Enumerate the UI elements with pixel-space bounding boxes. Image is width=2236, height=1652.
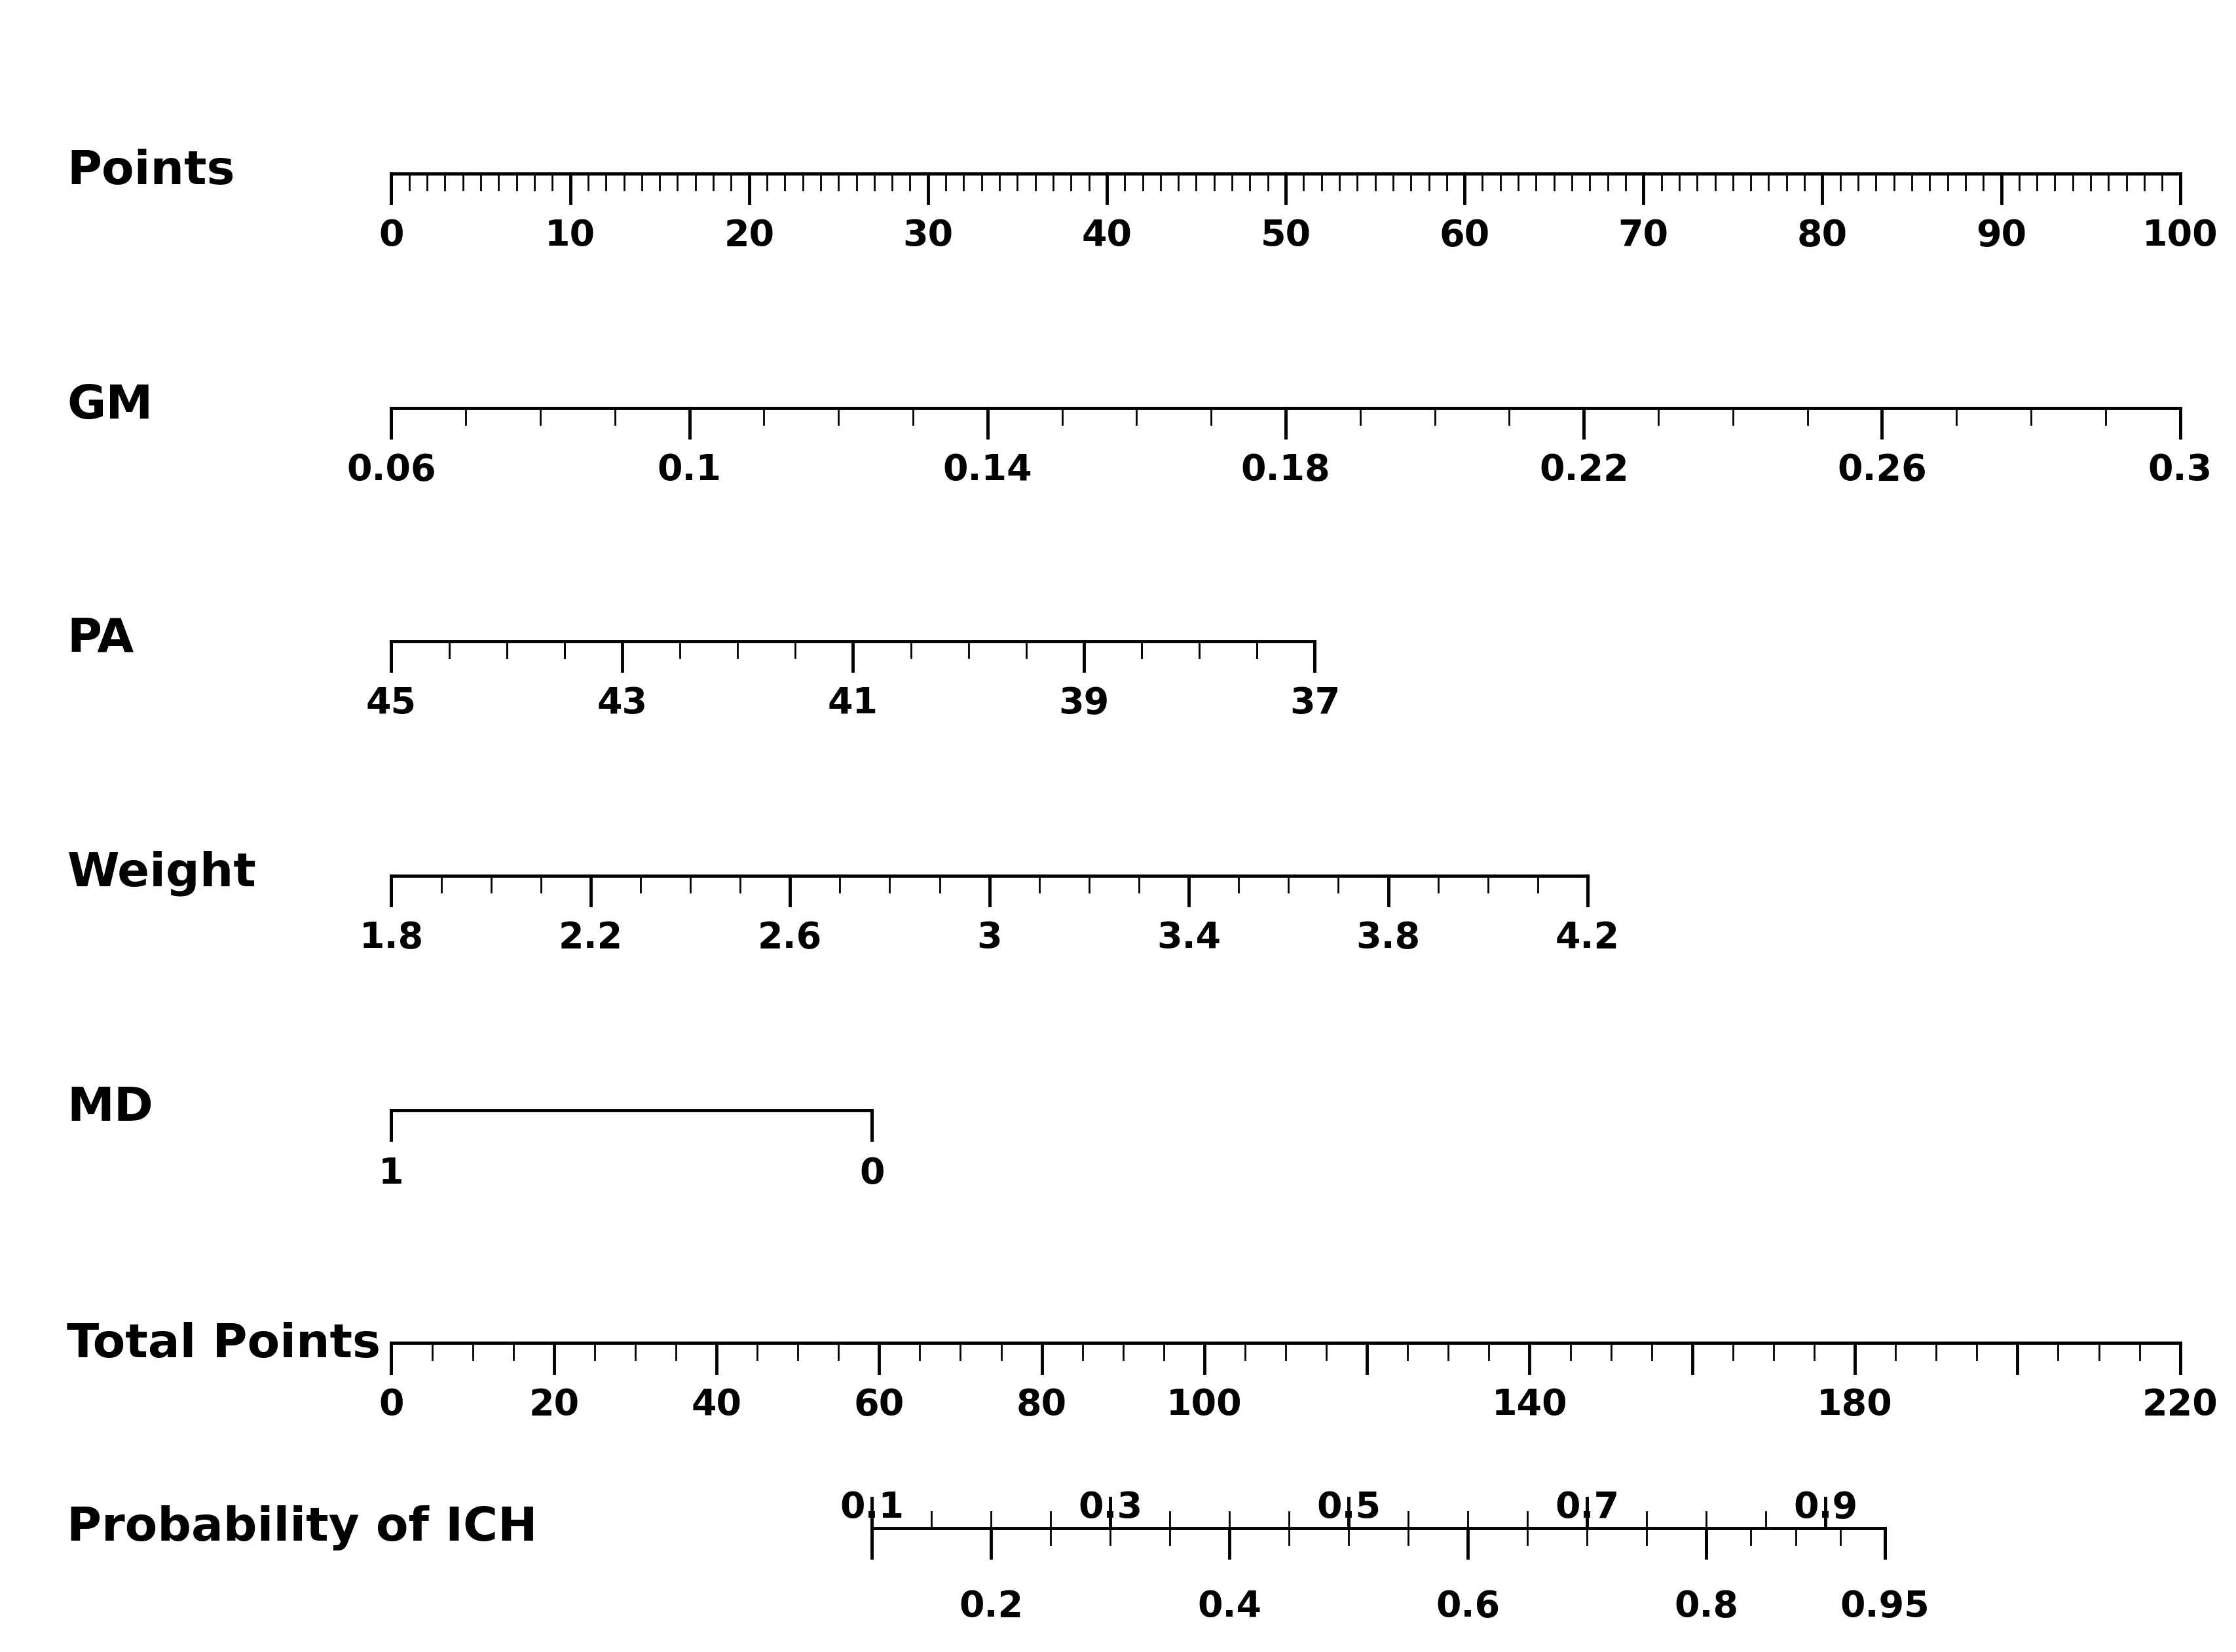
Text: 0.4: 0.4	[1198, 1589, 1261, 1624]
Text: 0.7: 0.7	[1554, 1490, 1619, 1525]
Text: Probability of ICH: Probability of ICH	[67, 1505, 537, 1551]
Text: 60: 60	[1440, 218, 1489, 253]
Text: 0: 0	[378, 218, 405, 253]
Text: 0: 0	[859, 1156, 885, 1191]
Text: 0.95: 0.95	[1840, 1589, 1930, 1624]
Text: 100: 100	[2142, 218, 2218, 253]
Text: 60: 60	[854, 1388, 903, 1422]
Text: 0.06: 0.06	[347, 453, 436, 487]
Text: 70: 70	[1619, 218, 1668, 253]
Text: 3.4: 3.4	[1156, 920, 1221, 955]
Text: PA: PA	[67, 616, 134, 661]
Text: 0.3: 0.3	[2149, 453, 2211, 487]
Text: 80: 80	[1798, 218, 1847, 253]
Text: 40: 40	[691, 1388, 742, 1422]
Text: 20: 20	[724, 218, 774, 253]
Text: 1: 1	[378, 1156, 405, 1191]
Text: 0.6: 0.6	[1436, 1589, 1500, 1624]
Text: 0.22: 0.22	[1538, 453, 1628, 487]
Text: 0.18: 0.18	[1241, 453, 1330, 487]
Text: MD: MD	[67, 1085, 154, 1130]
Text: 0.9: 0.9	[1793, 1490, 1858, 1525]
Text: 0.3: 0.3	[1078, 1490, 1143, 1525]
Text: 0.5: 0.5	[1317, 1490, 1382, 1525]
Text: 2.6: 2.6	[758, 920, 823, 955]
Text: Points: Points	[67, 149, 235, 193]
Text: 0.26: 0.26	[1838, 453, 1927, 487]
Text: 30: 30	[903, 218, 953, 253]
Text: 20: 20	[528, 1388, 579, 1422]
Text: 4.2: 4.2	[1556, 920, 1619, 955]
Text: 0.1: 0.1	[841, 1490, 903, 1525]
Text: Total Points: Total Points	[67, 1322, 380, 1366]
Text: 43: 43	[597, 686, 648, 720]
Text: 180: 180	[1818, 1388, 1892, 1422]
Text: 40: 40	[1082, 218, 1131, 253]
Text: 0.8: 0.8	[1675, 1589, 1737, 1624]
Text: GM: GM	[67, 383, 152, 428]
Text: 50: 50	[1261, 218, 1310, 253]
Text: 3: 3	[977, 920, 1002, 955]
Text: 37: 37	[1290, 686, 1339, 720]
Text: 80: 80	[1017, 1388, 1067, 1422]
Text: 0: 0	[378, 1388, 405, 1422]
Text: 1.8: 1.8	[360, 920, 423, 955]
Text: 10: 10	[546, 218, 595, 253]
Text: 41: 41	[827, 686, 879, 720]
Text: Weight: Weight	[67, 851, 257, 897]
Text: 3.8: 3.8	[1355, 920, 1420, 955]
Text: 0.1: 0.1	[657, 453, 722, 487]
Text: 0.14: 0.14	[944, 453, 1033, 487]
Text: 220: 220	[2142, 1388, 2218, 1422]
Text: 39: 39	[1058, 686, 1109, 720]
Text: 90: 90	[1977, 218, 2026, 253]
Text: 0.2: 0.2	[959, 1589, 1024, 1624]
Text: 45: 45	[367, 686, 416, 720]
Text: 140: 140	[1491, 1388, 1567, 1422]
Text: 100: 100	[1167, 1388, 1243, 1422]
Text: 2.2: 2.2	[559, 920, 624, 955]
